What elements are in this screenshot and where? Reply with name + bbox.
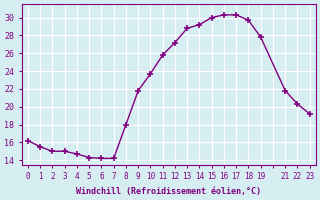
X-axis label: Windchill (Refroidissement éolien,°C): Windchill (Refroidissement éolien,°C) [76, 187, 261, 196]
